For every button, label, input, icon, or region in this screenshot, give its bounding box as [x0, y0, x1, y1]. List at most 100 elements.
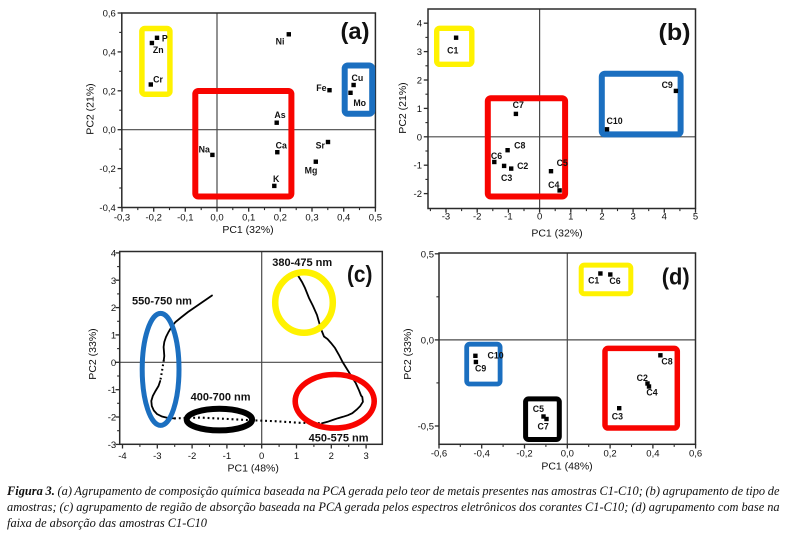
svg-text:0,2: 0,2 [103, 86, 116, 97]
svg-text:0,0: 0,0 [561, 449, 574, 460]
svg-text:C9: C9 [662, 80, 673, 90]
svg-text:C6: C6 [491, 151, 502, 161]
svg-text:3: 3 [630, 212, 635, 223]
svg-text:PC2 (21%): PC2 (21%) [397, 82, 409, 133]
svg-text:C5: C5 [533, 404, 544, 414]
svg-text:3: 3 [111, 276, 116, 287]
svg-text:0,0: 0,0 [103, 125, 116, 136]
svg-text:C9: C9 [475, 364, 486, 374]
svg-text:0,4: 0,4 [103, 47, 116, 58]
svg-text:PC2 (33%): PC2 (33%) [402, 328, 414, 379]
svg-text:PC1 (32%): PC1 (32%) [222, 224, 273, 236]
svg-text:0,2: 0,2 [274, 213, 287, 224]
svg-text:Ni: Ni [276, 36, 285, 46]
svg-text:-1: -1 [414, 161, 422, 172]
svg-text:-2: -2 [108, 413, 116, 424]
svg-text:0: 0 [537, 212, 542, 223]
svg-text:1: 1 [417, 104, 422, 115]
svg-text:P: P [162, 34, 168, 44]
svg-text:550-750 nm: 550-750 nm [132, 296, 192, 308]
svg-text:Zn: Zn [153, 45, 164, 55]
svg-text:0,1: 0,1 [242, 213, 255, 224]
svg-text:PC2 (21%): PC2 (21%) [85, 83, 97, 134]
svg-text:C10: C10 [488, 351, 504, 361]
svg-text:0: 0 [111, 358, 116, 369]
svg-text:0,3: 0,3 [305, 213, 318, 224]
svg-text:C1: C1 [447, 45, 458, 55]
svg-text:0,6: 0,6 [689, 449, 702, 460]
svg-text:Sr: Sr [316, 141, 326, 151]
svg-text:K: K [273, 174, 280, 184]
svg-text:-2: -2 [414, 189, 422, 200]
svg-text:C6: C6 [609, 276, 620, 286]
svg-text:-1: -1 [108, 385, 116, 396]
svg-text:-0,4: -0,4 [99, 203, 115, 214]
svg-text:(c): (c) [347, 261, 373, 287]
svg-text:4: 4 [417, 19, 422, 30]
svg-text:C8: C8 [514, 140, 525, 150]
svg-text:C2: C2 [637, 373, 648, 383]
svg-text:-2: -2 [473, 212, 481, 223]
svg-text:5: 5 [693, 212, 698, 223]
svg-text:1: 1 [568, 212, 573, 223]
svg-text:0,5: 0,5 [421, 249, 434, 260]
svg-text:-3: -3 [153, 451, 161, 462]
svg-text:-2: -2 [188, 451, 196, 462]
svg-text:Ca: Ca [276, 140, 287, 150]
svg-text:0,6: 0,6 [103, 9, 116, 20]
svg-text:4: 4 [662, 212, 667, 223]
svg-text:-0,6: -0,6 [431, 449, 447, 460]
svg-text:Mg: Mg [305, 165, 318, 175]
svg-text:-0,2: -0,2 [516, 449, 532, 460]
svg-text:Mo: Mo [353, 98, 366, 108]
svg-text:0,4: 0,4 [337, 213, 350, 224]
svg-text:1: 1 [111, 330, 116, 341]
svg-text:C3: C3 [501, 173, 512, 183]
svg-text:C5: C5 [557, 158, 568, 168]
svg-text:0,4: 0,4 [646, 449, 659, 460]
svg-text:C4: C4 [548, 180, 559, 190]
svg-text:C3: C3 [612, 412, 623, 422]
svg-text:C2: C2 [517, 161, 528, 171]
svg-text:Cr: Cr [153, 75, 163, 85]
svg-text:380-475 nm: 380-475 nm [272, 257, 332, 269]
svg-text:0: 0 [417, 132, 422, 143]
svg-text:2: 2 [417, 76, 422, 87]
svg-text:C1: C1 [588, 275, 599, 285]
svg-text:C10: C10 [607, 116, 623, 126]
svg-text:PC2 (33%): PC2 (33%) [87, 328, 99, 379]
svg-text:450-575 nm: 450-575 nm [309, 433, 369, 445]
svg-text:2: 2 [599, 212, 604, 223]
svg-text:As: As [274, 110, 285, 120]
svg-text:Fe: Fe [316, 83, 326, 93]
svg-text:PC1 (32%): PC1 (32%) [531, 228, 582, 240]
svg-text:0,0: 0,0 [421, 335, 434, 346]
svg-text:3: 3 [363, 451, 368, 462]
svg-text:1: 1 [294, 451, 299, 462]
svg-text:(d): (d) [662, 264, 690, 290]
svg-text:400-700 nm: 400-700 nm [191, 392, 251, 404]
svg-text:2: 2 [329, 451, 334, 462]
svg-text:-4: -4 [118, 451, 126, 462]
svg-text:-0,4: -0,4 [474, 449, 490, 460]
svg-text:(a): (a) [341, 18, 370, 44]
svg-text:C4: C4 [646, 388, 657, 398]
svg-text:PC1 (48%): PC1 (48%) [541, 461, 592, 473]
svg-text:C7: C7 [513, 100, 524, 110]
svg-text:-0,2: -0,2 [146, 213, 162, 224]
svg-text:Cu: Cu [352, 73, 364, 83]
svg-text:4: 4 [111, 248, 116, 259]
svg-text:C7: C7 [537, 422, 548, 432]
svg-text:3: 3 [417, 47, 422, 58]
svg-text:0,0: 0,0 [210, 213, 223, 224]
svg-text:0,2: 0,2 [603, 449, 616, 460]
svg-text:-3: -3 [442, 212, 450, 223]
svg-text:C8: C8 [661, 356, 672, 366]
svg-text:Na: Na [199, 145, 210, 155]
svg-text:-0,3: -0,3 [114, 213, 130, 224]
svg-text:-3: -3 [108, 440, 116, 451]
svg-text:-0,1: -0,1 [177, 213, 193, 224]
svg-text:(b): (b) [659, 19, 691, 45]
svg-text:0,5: 0,5 [369, 213, 382, 224]
svg-text:PC1 (48%): PC1 (48%) [228, 463, 279, 475]
